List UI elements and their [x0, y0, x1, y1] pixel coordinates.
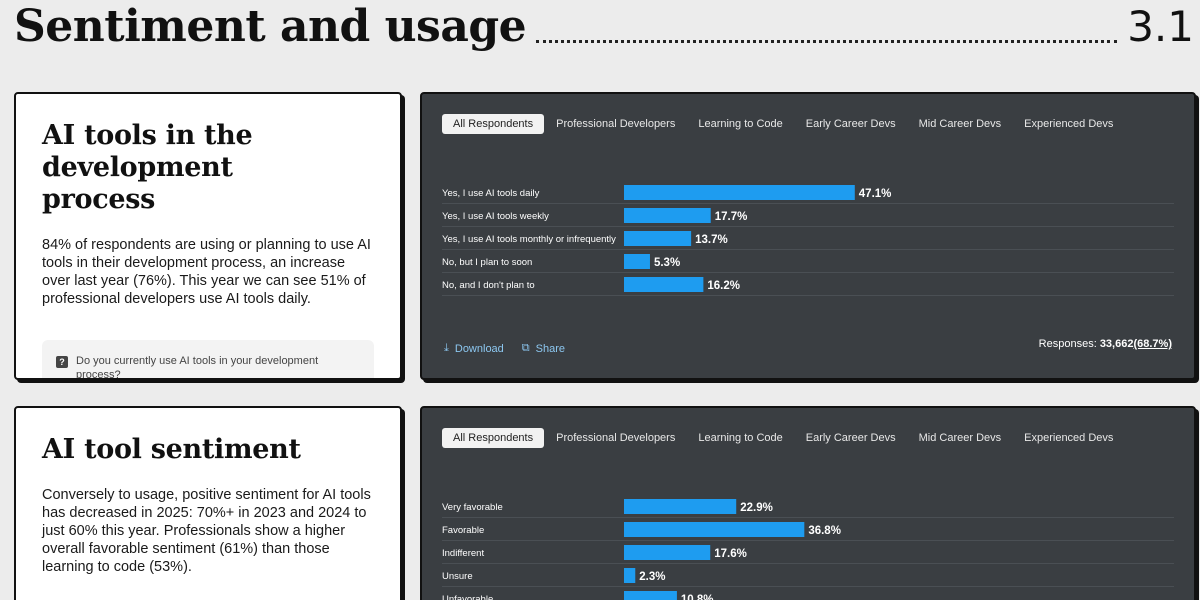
category-label: Unfavorable — [442, 594, 493, 600]
tab-bar: All Respondents Professional Developers … — [442, 428, 1125, 448]
bar — [624, 231, 692, 246]
category-label: Very favorable — [442, 502, 503, 513]
category-label: No, but I plan to soon — [442, 257, 532, 268]
value-label: 17.6% — [714, 548, 747, 560]
bar — [624, 568, 636, 583]
download-label: Download — [454, 342, 504, 355]
responses-summary: Responses: 33,662(68.7%) — [1039, 338, 1172, 350]
category-label: Yes, I use AI tools monthly or infrequen… — [442, 234, 616, 245]
tab-experienced-devs[interactable]: Experienced Devs — [1024, 432, 1114, 444]
download-icon: ⤓ — [444, 342, 449, 354]
responses-label: Responses: — [1038, 338, 1097, 350]
page-title: Sentiment and usage — [14, 1, 527, 52]
tab-all-respondents[interactable]: All Respondents — [442, 114, 545, 134]
category-label: Indifferent — [442, 548, 484, 559]
tab-learning-to-code[interactable]: Learning to Code — [698, 432, 783, 444]
question-box: ? Do you currently use AI tools in your … — [42, 340, 374, 380]
value-label: 36.8% — [808, 525, 841, 537]
bar — [624, 591, 677, 600]
category-label: No, and I don't plan to — [442, 280, 535, 291]
value-label: 16.2% — [707, 280, 740, 292]
responses-count: 33,662 — [1099, 338, 1134, 350]
download-button[interactable]: ⤓ Download — [444, 342, 504, 355]
tab-bar: All Respondents Professional Developers … — [442, 114, 1125, 134]
value-label: 17.7% — [715, 211, 748, 223]
card-heading: AI tool sentiment — [42, 434, 301, 465]
value-label: 5.3% — [654, 257, 680, 269]
tab-early-career-devs[interactable]: Early Career Devs — [805, 432, 896, 444]
text-card-ai-sentiment: AI tool sentiment Conversely to usage, p… — [14, 406, 402, 600]
chart-card-ai-usage: All Respondents Professional Developers … — [420, 92, 1196, 380]
section-number: 3.1 — [1127, 2, 1194, 51]
value-label: 10.8% — [681, 594, 714, 600]
bar — [624, 277, 704, 292]
text-card-ai-usage: AI tools in the development process 84% … — [14, 92, 402, 380]
bar — [624, 545, 711, 560]
value-label: 47.1% — [859, 188, 892, 200]
chart-card-ai-sentiment: All Respondents Professional Developers … — [420, 406, 1196, 600]
tab-mid-career-devs[interactable]: Mid Career Devs — [918, 432, 1002, 444]
tab-all-respondents[interactable]: All Respondents — [442, 428, 545, 448]
card-body: 84% of respondents are using or planning… — [42, 237, 371, 307]
card-body: Conversely to usage, positive sentiment … — [42, 487, 371, 575]
category-label: Yes, I use AI tools daily — [442, 188, 540, 199]
tab-early-career-devs[interactable]: Early Career Devs — [805, 118, 896, 130]
question-text: Do you currently use AI tools in your de… — [76, 355, 319, 380]
page-header: Sentiment and usage 3.1 — [14, 2, 1194, 52]
category-label: Favorable — [442, 525, 484, 536]
share-label: Share — [535, 342, 566, 355]
bar — [624, 208, 711, 223]
category-label: Yes, I use AI tools weekly — [442, 211, 549, 222]
tab-learning-to-code[interactable]: Learning to Code — [698, 118, 783, 130]
tab-professional-developers[interactable]: Professional Developers — [556, 118, 676, 130]
tab-mid-career-devs[interactable]: Mid Career Devs — [918, 118, 1002, 130]
value-label: 2.3% — [639, 571, 665, 583]
dotted-leader — [536, 40, 1118, 43]
bar — [624, 254, 650, 269]
question-icon: ? — [56, 356, 68, 368]
card-heading: AI tools in the development process — [42, 120, 253, 215]
bar-chart-ai-usage: Yes, I use AI tools daily 47.1% Yes, I use… — [442, 185, 1174, 296]
responses-pct-link[interactable]: (68.7%) — [1133, 338, 1172, 350]
category-label: Unsure — [442, 571, 473, 582]
value-label: 13.7% — [695, 234, 728, 246]
bar — [624, 499, 737, 514]
bar-chart-ai-sentiment: Very favorable 22.9% Favorable 36.8% Indiffe… — [442, 499, 1174, 600]
tab-professional-developers[interactable]: Professional Developers — [556, 432, 676, 444]
bar — [624, 522, 805, 537]
value-label: 22.9% — [740, 502, 773, 514]
bar — [624, 185, 855, 200]
chart-actions: ⤓ Download ⧉ Share — [444, 342, 565, 355]
share-icon: ⧉ — [521, 342, 530, 354]
share-button[interactable]: ⧉ Share — [522, 342, 565, 355]
tab-experienced-devs[interactable]: Experienced Devs — [1024, 118, 1114, 130]
